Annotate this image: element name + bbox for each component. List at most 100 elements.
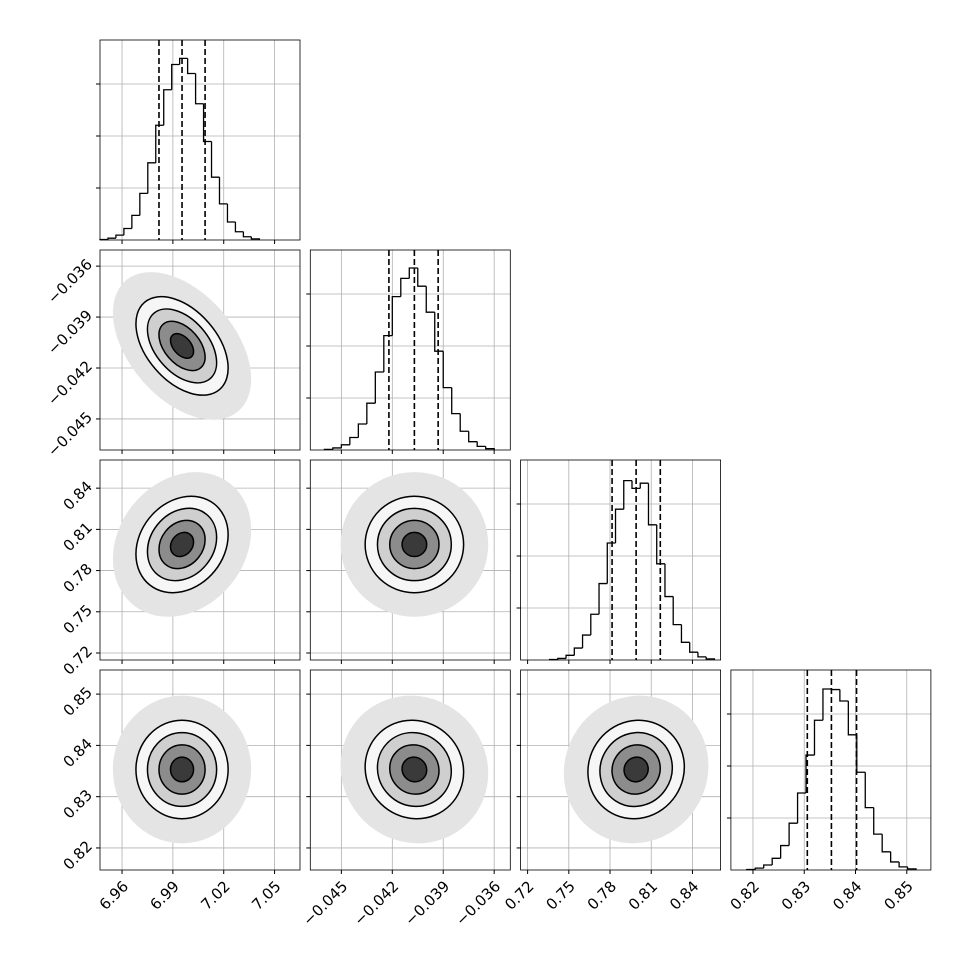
contour — [389, 744, 440, 795]
y-tick-label: 0.72 — [60, 642, 96, 678]
hist-bin — [186, 58, 196, 75]
hist-bin — [754, 867, 764, 870]
panel-frame — [99, 459, 301, 661]
contour — [135, 495, 229, 594]
y-tick-label: −0.045 — [44, 408, 96, 460]
hist-bin — [250, 236, 260, 240]
contour — [158, 744, 206, 795]
hist-bin — [873, 807, 883, 835]
hist-bin — [349, 436, 359, 445]
hist-bin — [476, 441, 486, 448]
y-tick-label: 0.75 — [60, 601, 96, 637]
hist-bin — [557, 657, 567, 660]
density — [112, 472, 252, 617]
y-tick-label: −0.042 — [44, 357, 96, 409]
panel-frame — [520, 669, 721, 871]
hist-bin — [898, 861, 908, 868]
x-tick-label: 0.84 — [666, 877, 702, 913]
hist-bin — [839, 689, 849, 702]
hist-bin — [242, 231, 252, 238]
x-tick-label: 6.96 — [96, 877, 132, 913]
hist-bin — [366, 402, 376, 424]
hist-bin — [194, 73, 204, 105]
y-tick-label: −0.036 — [44, 255, 96, 307]
panel-frame — [309, 249, 511, 451]
hist-bin — [155, 124, 164, 163]
x-tick-label: 6.99 — [147, 877, 183, 913]
panel-frame — [730, 669, 932, 871]
x-tick-label: 0.84 — [829, 877, 865, 913]
hist-bin — [107, 237, 116, 240]
panel-frame — [99, 249, 301, 451]
hist-bin — [771, 857, 781, 866]
hist-bin — [459, 413, 469, 432]
hist-bin — [889, 851, 900, 863]
hist-bin — [332, 447, 342, 450]
x-tick-label: 0.81 — [625, 877, 661, 913]
hist-bin — [639, 482, 649, 489]
hist-bin — [383, 334, 393, 372]
hist-bin — [115, 234, 124, 239]
x-tick-label: −0.039 — [401, 877, 453, 929]
hist-bin — [822, 688, 832, 721]
hist-bin — [779, 844, 790, 859]
hist-bin — [442, 351, 452, 389]
contour — [169, 332, 195, 359]
hist-bin — [179, 57, 188, 65]
hist-bin — [705, 656, 716, 660]
contour — [146, 507, 218, 582]
y-tick-label: 0.78 — [60, 560, 96, 596]
panel-frame — [520, 459, 721, 661]
contour — [587, 719, 686, 820]
x-tick-label: −0.042 — [350, 877, 402, 929]
x-tick-label: 0.85 — [880, 877, 916, 913]
y-tick-label: 0.84 — [60, 477, 96, 513]
hist-bin — [391, 295, 401, 336]
hist-bin — [139, 192, 148, 216]
contour — [611, 744, 661, 795]
x-tick-label: 7.05 — [248, 877, 284, 913]
hist-bin — [581, 634, 591, 649]
x-tick-label: 0.72 — [501, 877, 537, 913]
hist-bin — [171, 63, 180, 90]
hist-bin — [689, 642, 698, 653]
hist-bin — [847, 700, 857, 736]
y-tick-label: −0.039 — [44, 306, 96, 358]
contour — [364, 719, 465, 820]
hist-bin — [830, 688, 840, 691]
hist-bin — [340, 444, 350, 448]
contour — [135, 719, 229, 820]
hist-bin — [417, 267, 427, 287]
hist-bin — [485, 446, 495, 450]
hist-bin — [805, 754, 815, 794]
density — [340, 695, 489, 844]
density-level — [170, 757, 194, 782]
panel-frame — [309, 459, 511, 661]
hist-bin — [813, 719, 823, 756]
hist-bin — [123, 227, 132, 236]
density-level — [402, 757, 427, 782]
hist-bin — [796, 792, 807, 824]
contour — [364, 495, 465, 594]
contour — [599, 731, 674, 808]
hist-bin — [202, 103, 212, 143]
hist-bin — [623, 479, 633, 510]
hist-bin — [614, 508, 624, 543]
density — [112, 272, 252, 420]
y-tick-label: 0.82 — [60, 837, 96, 873]
contour — [146, 308, 218, 384]
contour — [401, 756, 428, 783]
hist-bin — [425, 286, 435, 313]
hist-bin — [590, 613, 600, 636]
hist-bin — [357, 423, 367, 438]
y-tick-label: 0.83 — [60, 786, 96, 822]
hist-bin — [763, 864, 773, 869]
density — [340, 472, 489, 617]
y-tick-label: 0.84 — [60, 735, 96, 771]
panel-frame — [99, 669, 301, 871]
x-tick-label: 0.82 — [727, 877, 763, 913]
contour — [169, 756, 195, 783]
x-tick-label: 7.02 — [197, 877, 233, 913]
hist-bin — [565, 654, 575, 659]
